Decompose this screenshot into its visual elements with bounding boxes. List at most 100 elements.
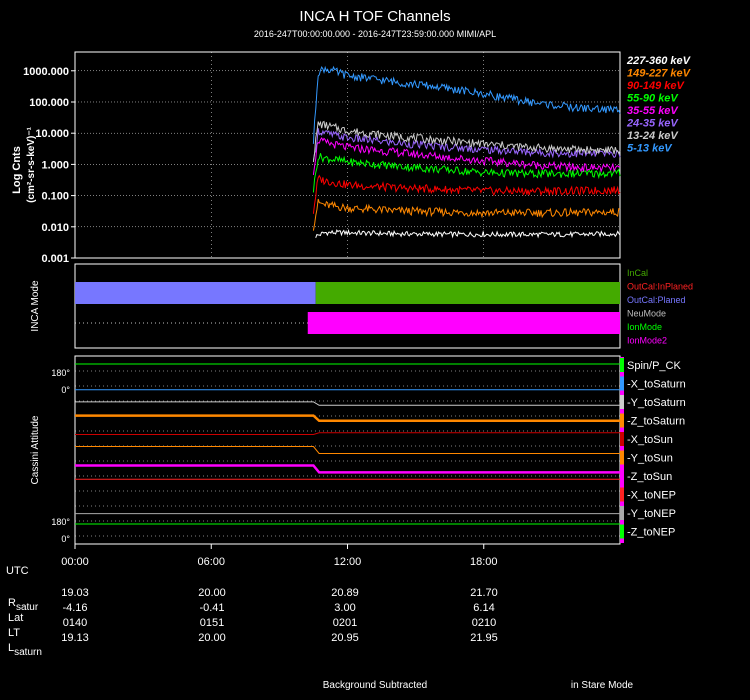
attitude-series-3 bbox=[75, 414, 620, 423]
tof-series-5 bbox=[312, 128, 621, 161]
attitude-legend-entry: -X_toNEP bbox=[627, 490, 676, 502]
chart-title: INCA H TOF Channels bbox=[299, 8, 450, 25]
attitude-legend-swatch bbox=[620, 469, 624, 483]
tof-ytick-label: 100.000 bbox=[29, 97, 69, 109]
attitude-legend: Spin/P_CK -X_toSaturn -Y_toSaturn -Z_toSatu… bbox=[620, 357, 686, 543]
mode-legend-entry: IonMode bbox=[627, 322, 662, 332]
attitude-series-4 bbox=[75, 432, 620, 436]
attitude-ylabel: Cassini Attitude bbox=[30, 415, 41, 484]
attitude-legend-swatch bbox=[620, 376, 624, 391]
tof-ytick-label: 1000.000 bbox=[23, 66, 69, 78]
ephemeris-row-label: LT bbox=[8, 627, 20, 639]
attitude-legend-entry: Spin/P_CK bbox=[627, 360, 681, 372]
ephemeris-value: 0140 bbox=[63, 617, 87, 629]
ephemeris-row-sublabel: satur bbox=[16, 602, 39, 613]
tof-ylabel: Log Cnts bbox=[11, 146, 23, 194]
mode-bar bbox=[315, 282, 620, 304]
x-tick-label: 12:00 bbox=[334, 556, 362, 568]
x-tick-label: 06:00 bbox=[197, 556, 225, 568]
tof-legend-entry: 35-55 keV bbox=[627, 105, 679, 117]
mode-legend-entry: OutCal:Planed bbox=[627, 295, 686, 305]
tof-ytick-label: 1.000 bbox=[41, 159, 69, 171]
attitude-legend-entry: -Y_toNEP bbox=[627, 508, 676, 520]
mode-plot-frame bbox=[74, 263, 621, 349]
attitude-top-tick: 180° bbox=[51, 368, 70, 378]
ephemeris-value: 21.95 bbox=[470, 632, 498, 644]
ephemeris-value: 19.13 bbox=[61, 632, 89, 644]
tof-legend-entry: 90-149 keV bbox=[627, 80, 686, 92]
tof-ytick-labels: 1000.000 100.000 10.000 1.000 0.100 0.010 0.00… bbox=[23, 66, 69, 265]
tof-ytick-label: 0.010 bbox=[41, 222, 69, 234]
tof-series-6 bbox=[312, 120, 621, 163]
tof-legend-entry: 24-35 keV bbox=[626, 118, 679, 130]
attitude-series-lines bbox=[75, 363, 620, 525]
footer-right-note: in Stare Mode bbox=[571, 680, 634, 691]
attitude-legend-bar bbox=[620, 357, 624, 543]
tof-legend-entry: 227-360 keV bbox=[626, 55, 692, 67]
attitude-legend-entry: -X_toSun bbox=[627, 434, 673, 446]
attitude-tick-labels: 180° 0° 180° 0° bbox=[51, 368, 70, 544]
tof-ytick-label: 10.000 bbox=[35, 128, 69, 140]
tof-series-2 bbox=[312, 174, 621, 214]
mode-bars bbox=[75, 282, 620, 334]
attitude-legend-swatch bbox=[620, 487, 624, 502]
tof-legend-entry: 55-90 keV bbox=[627, 93, 679, 105]
chart-subtitle: 2016-247T00:00:00.000 - 2016-247T23:59:0… bbox=[254, 29, 496, 39]
attitude-legend-swatch bbox=[620, 506, 624, 520]
attitude-legend-entry: -Z_toNEP bbox=[627, 527, 675, 539]
footer-left-note: Background Subtracted bbox=[323, 680, 428, 691]
attitude-legend-entry: -Y_toSaturn bbox=[627, 397, 686, 409]
tof-legend-entry: 5-13 keV bbox=[627, 143, 673, 155]
attitude-bottom-tick: 180° bbox=[51, 517, 70, 527]
mode-legend-entry: OutCal:InPlaned bbox=[627, 282, 693, 292]
attitude-legend-swatch bbox=[620, 395, 624, 409]
tof-series-lines bbox=[312, 65, 621, 239]
attitude-series-5 bbox=[75, 446, 620, 454]
attitude-legend-swatch bbox=[620, 432, 624, 446]
attitude-legend-swatch bbox=[620, 358, 624, 372]
tof-series-7 bbox=[312, 65, 621, 144]
tof-series-0 bbox=[315, 228, 621, 239]
tof-series-4 bbox=[312, 137, 621, 175]
ephemeris-value: 0210 bbox=[472, 617, 496, 629]
attitude-legend-entry: -Z_toSaturn bbox=[627, 416, 685, 428]
mode-bar bbox=[75, 282, 316, 304]
ephemeris-value: -0.41 bbox=[199, 602, 224, 614]
ephemeris-value: -4.16 bbox=[62, 602, 87, 614]
tof-ytick-label: 0.001 bbox=[41, 253, 69, 265]
ephemeris-value: 3.00 bbox=[334, 602, 355, 614]
ephemeris-value: 0151 bbox=[200, 617, 224, 629]
tof-ytick-label: 0.100 bbox=[41, 191, 69, 203]
tof-series-1 bbox=[312, 198, 621, 231]
mode-legend-entry: InCal bbox=[627, 268, 648, 278]
ephemeris-value: 20.00 bbox=[198, 587, 226, 599]
utc-label: UTC bbox=[6, 565, 29, 577]
tof-legend-entry: 149-227 keV bbox=[627, 68, 692, 80]
attitude-top-tick: 0° bbox=[61, 385, 70, 395]
ephemeris-row-label: Lat bbox=[8, 612, 23, 624]
tof-series-3 bbox=[312, 153, 621, 193]
mode-legend: InCal OutCal:InPlaned OutCal:Planed NeuMode… bbox=[627, 268, 693, 346]
x-axis: 00:00 06:00 12:00 18:00 bbox=[61, 544, 498, 568]
mode-bar bbox=[307, 312, 620, 334]
ephemeris-value: 0201 bbox=[333, 617, 357, 629]
x-tick-label: 00:00 bbox=[61, 556, 89, 568]
attitude-series-2 bbox=[75, 401, 620, 406]
attitude-gridlines bbox=[75, 370, 620, 537]
ephemeris-value: 20.95 bbox=[331, 632, 359, 644]
attitude-legend-swatch bbox=[620, 450, 624, 465]
attitude-bottom-tick: 0° bbox=[61, 534, 70, 544]
tof-gridlines bbox=[71, 52, 620, 259]
mode-legend-entry: NeuMode bbox=[627, 309, 666, 319]
mode-ylabel: INCA Mode bbox=[30, 280, 41, 332]
ephemeris-row-sublabel: saturn bbox=[14, 647, 42, 658]
attitude-legend-swatch bbox=[620, 413, 624, 428]
ephemeris-value: 20.00 bbox=[198, 632, 226, 644]
attitude-legend-entry: -Y_toSun bbox=[627, 453, 673, 465]
tof-ylabel-units: (cm²-sr-s-keV)⁻¹ bbox=[26, 126, 37, 203]
x-tick-label: 18:00 bbox=[470, 556, 498, 568]
ephemeris-value: 6.14 bbox=[473, 602, 494, 614]
